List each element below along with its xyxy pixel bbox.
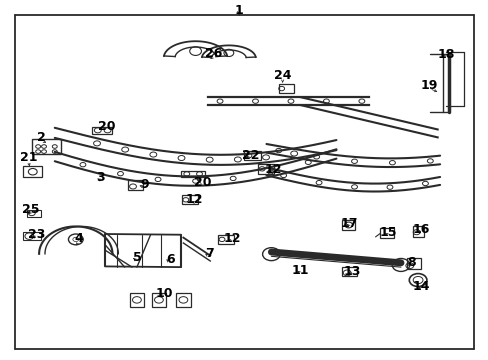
- Text: 23: 23: [28, 228, 45, 241]
- Bar: [128, 180, 142, 190]
- Text: 12: 12: [185, 193, 203, 206]
- Text: 10: 10: [155, 287, 172, 300]
- Bar: [243, 151, 260, 160]
- Text: 26: 26: [205, 47, 223, 60]
- Text: 12: 12: [264, 163, 281, 176]
- Text: 25: 25: [21, 203, 39, 216]
- Bar: [218, 235, 233, 244]
- Text: 17: 17: [340, 217, 358, 230]
- Text: 1: 1: [234, 4, 243, 17]
- Text: 19: 19: [420, 79, 437, 92]
- Text: 24: 24: [273, 69, 291, 82]
- Bar: [342, 267, 356, 276]
- Bar: [23, 166, 42, 177]
- Text: 20: 20: [194, 176, 211, 189]
- Bar: [181, 171, 205, 177]
- Bar: [342, 220, 354, 230]
- Bar: [27, 210, 41, 217]
- Bar: [258, 164, 273, 174]
- Text: 22: 22: [241, 149, 259, 162]
- Text: 15: 15: [379, 226, 397, 239]
- Text: 9: 9: [140, 178, 148, 191]
- Bar: [380, 228, 393, 238]
- Bar: [176, 293, 190, 307]
- Bar: [406, 258, 420, 269]
- Text: 4: 4: [75, 232, 83, 245]
- Bar: [92, 127, 112, 134]
- Bar: [32, 139, 61, 154]
- Text: 2: 2: [37, 131, 46, 144]
- Text: 21: 21: [20, 151, 37, 164]
- Text: 8: 8: [407, 256, 415, 269]
- Circle shape: [73, 237, 79, 242]
- Bar: [278, 84, 294, 93]
- Bar: [182, 195, 197, 204]
- Text: 13: 13: [343, 265, 360, 278]
- Text: 18: 18: [436, 48, 454, 61]
- Text: 11: 11: [291, 264, 309, 277]
- Text: 14: 14: [412, 280, 429, 293]
- Text: 3: 3: [96, 171, 104, 184]
- Bar: [23, 232, 41, 240]
- Bar: [151, 293, 166, 307]
- Text: 12: 12: [223, 232, 241, 245]
- Bar: [412, 226, 423, 237]
- Text: 20: 20: [98, 120, 115, 133]
- Text: 5: 5: [132, 251, 141, 264]
- Bar: [129, 293, 144, 307]
- Text: 6: 6: [165, 253, 174, 266]
- Text: 7: 7: [204, 247, 213, 260]
- Text: 16: 16: [412, 223, 429, 236]
